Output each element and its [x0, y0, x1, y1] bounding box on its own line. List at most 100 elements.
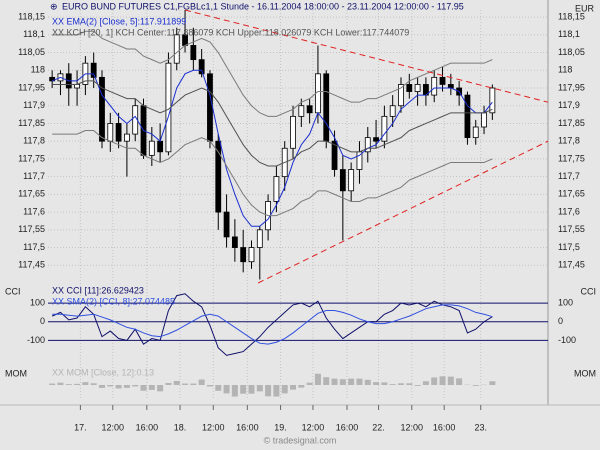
series-line	[52, 304, 493, 345]
bar	[57, 382, 64, 385]
series-line	[52, 130, 493, 217]
candle-body	[198, 59, 205, 75]
series-line	[52, 80, 493, 167]
y-tick-label: 117,45	[18, 260, 45, 270]
bar	[265, 385, 272, 397]
candle-body	[248, 247, 255, 263]
candle-body	[90, 62, 97, 78]
bar	[173, 380, 180, 385]
bar	[107, 385, 114, 387]
y-tick-label: -100	[558, 335, 576, 345]
bar	[397, 383, 404, 385]
candle-body	[323, 73, 330, 142]
legend-entry: XX CCI [11]:26.629423	[52, 285, 144, 295]
series-line	[52, 30, 493, 117]
candle-body	[331, 140, 338, 170]
y-tick-label: 118,05	[18, 47, 45, 57]
bar	[439, 376, 446, 385]
bar	[248, 385, 255, 394]
bar	[381, 382, 388, 385]
y-tick-label: 117,85	[558, 118, 585, 128]
y-tick-label: 117,6	[23, 206, 45, 216]
candle-body	[231, 236, 238, 248]
candle-body	[389, 105, 396, 117]
bar	[314, 373, 321, 385]
bar	[90, 383, 97, 385]
panel-label: CCI	[5, 286, 21, 296]
x-tick-label: 17.	[74, 422, 87, 432]
trend-line	[184, 9, 549, 103]
panel-label: MOM	[5, 368, 27, 378]
bar	[240, 385, 247, 394]
y-tick-label: 118,15	[18, 11, 45, 21]
y-tick-label: 118,1	[558, 29, 580, 39]
candle-body	[49, 76, 56, 82]
candle-body	[124, 133, 130, 142]
bar	[223, 385, 230, 394]
bar	[489, 381, 496, 385]
bar	[298, 385, 305, 388]
candle-body	[207, 73, 213, 142]
legend-entry: XX SMA(2) [CCI, 8]:27.074485	[52, 296, 175, 306]
candle-body	[190, 45, 197, 61]
candle-body	[489, 87, 496, 114]
bar	[306, 382, 313, 385]
bar	[206, 385, 213, 387]
candle-body	[256, 229, 263, 248]
panel-label: CCI	[581, 286, 597, 296]
annotation: XX KCH [20, 1] KCH Center:117.886079 KCH…	[52, 27, 409, 37]
bar	[115, 385, 122, 389]
candle-body	[115, 123, 122, 142]
candle-body	[381, 115, 388, 142]
title-icon: ⊕	[50, 1, 58, 11]
bar	[290, 385, 297, 390]
y-tick-label: 117,9	[558, 100, 580, 110]
y-tick-label: 117,5	[23, 242, 45, 252]
x-tick-label: 16:00	[136, 422, 159, 432]
y-tick-label: 0	[40, 316, 45, 326]
x-tick-label: 22.	[372, 422, 385, 432]
candle-body	[348, 169, 355, 192]
candle-body	[74, 84, 80, 89]
candle-body	[414, 84, 421, 92]
candle-body	[157, 140, 164, 153]
y-tick-label: 117,8	[23, 136, 45, 146]
y-tick-label: 117,5	[558, 242, 580, 252]
bar	[414, 385, 421, 386]
y-tick-label: 117,75	[18, 153, 45, 163]
bar	[348, 378, 355, 385]
candle-body	[240, 247, 247, 263]
x-tick-label: 23.	[474, 422, 487, 432]
y-tick-label: 117,9	[23, 100, 45, 110]
bar	[422, 381, 429, 385]
bar	[364, 379, 371, 385]
y-tick-label: 117,95	[558, 82, 585, 92]
bar	[281, 385, 288, 394]
candle-body	[373, 137, 379, 142]
candle-body	[173, 34, 180, 64]
bar	[65, 384, 72, 385]
y-tick-label: 117,7	[23, 171, 45, 181]
candle-body	[107, 123, 114, 142]
bar	[148, 385, 155, 390]
bar	[339, 379, 346, 385]
x-tick-label: 16:00	[336, 422, 359, 432]
y-tick-label: 117,95	[18, 82, 45, 92]
y-tick-label: 117,55	[18, 224, 45, 234]
x-tick-label: 19.	[274, 422, 287, 432]
bar	[98, 385, 105, 388]
candle-body	[273, 176, 280, 202]
candle-body	[439, 76, 446, 85]
bar	[165, 382, 172, 385]
y-tick-label: 0	[558, 316, 563, 326]
unit-label: EUR	[575, 3, 595, 13]
legend-entry: XX MOM [Close, 12]:0.13	[52, 367, 154, 377]
bar	[472, 385, 479, 386]
bar	[389, 384, 396, 385]
bar	[215, 385, 222, 391]
series-line	[51, 69, 493, 227]
x-tick-label: 12:00	[202, 422, 225, 432]
x-tick-label: 12:00	[401, 422, 424, 432]
